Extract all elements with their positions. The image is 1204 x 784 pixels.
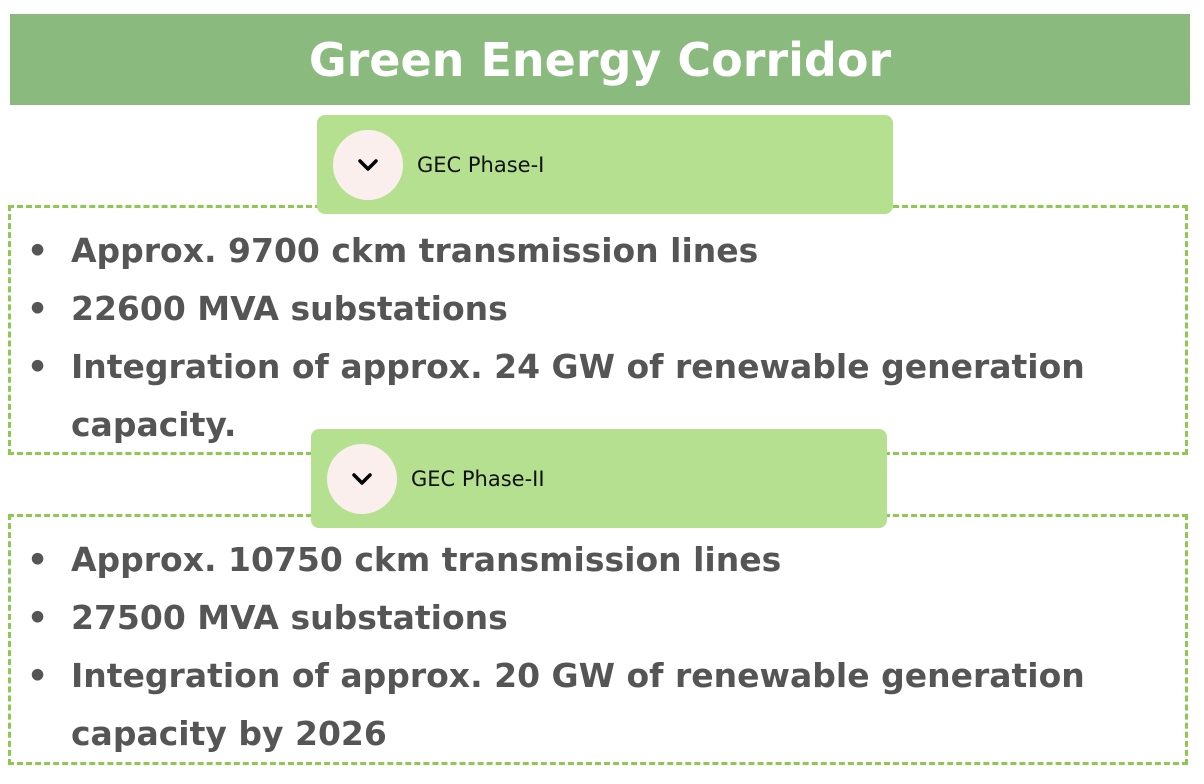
bullet-list: Approx. 9700 ckm transmission lines 2260…	[11, 208, 1185, 454]
section-tab[interactable]: GEC Phase-II	[311, 429, 887, 528]
bullet: Approx. 10750 ckm transmission lines	[27, 531, 1165, 589]
bullet: 27500 MVA substations	[27, 589, 1165, 647]
bullet: 22600 MVA substations	[27, 280, 1165, 338]
expand-button[interactable]	[333, 130, 403, 200]
title: Green Energy Corridor	[10, 14, 1190, 105]
section-box: Approx. 9700 ckm transmission lines 2260…	[8, 205, 1188, 455]
bullet: Approx. 9700 ckm transmission lines	[27, 222, 1165, 280]
section-tab[interactable]: GEC Phase-I	[317, 115, 893, 214]
section-label: GEC Phase-I	[417, 152, 545, 177]
chevron-icon	[358, 159, 378, 171]
section-label: GEC Phase-II	[411, 466, 545, 491]
chevron-icon	[352, 473, 372, 485]
bullet: Integration of approx. 24 GW of renewabl…	[27, 338, 1165, 454]
section-box: Approx. 10750 ckm transmission lines 275…	[8, 514, 1188, 765]
bullet: Integration of approx. 20 GW of renewabl…	[27, 647, 1165, 763]
bullet-list: Approx. 10750 ckm transmission lines 275…	[11, 517, 1185, 763]
expand-button[interactable]	[327, 444, 397, 514]
